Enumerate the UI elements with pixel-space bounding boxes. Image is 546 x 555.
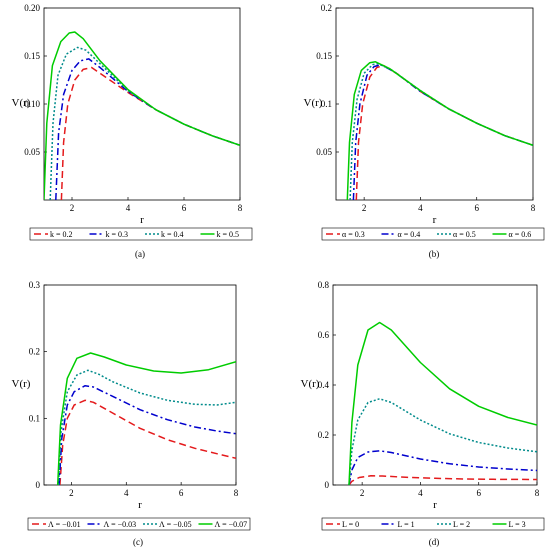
x-tick-label: 6 bbox=[474, 203, 479, 213]
legend-entry: k = 0.5 bbox=[217, 230, 240, 239]
x-tick-label: 6 bbox=[182, 203, 187, 213]
series-line-1 bbox=[348, 475, 537, 485]
y-tick-label: 0.2 bbox=[321, 3, 332, 13]
y-tick-label: 0.05 bbox=[24, 147, 40, 157]
legend: Λ = −0.01 Λ = −0.03 Λ = −0.05 Λ = −0.07 bbox=[27, 517, 251, 531]
series-line-1 bbox=[59, 399, 236, 485]
x-tick-label: 6 bbox=[476, 488, 481, 498]
y-tick-label: 0.1 bbox=[29, 413, 40, 423]
plot-frame bbox=[43, 7, 241, 201]
x-tick-label: 2 bbox=[69, 488, 74, 498]
plot-frame bbox=[335, 7, 534, 201]
x-axis-label: r bbox=[433, 214, 437, 226]
legend-entry: L = 2 bbox=[453, 520, 470, 529]
y-tick-label: 0.6 bbox=[318, 330, 330, 340]
y-tick-label: 0.15 bbox=[24, 51, 40, 61]
x-tick-label: 2 bbox=[362, 203, 367, 213]
legend-entry: α = 0.4 bbox=[398, 230, 421, 239]
series-line-4 bbox=[346, 61, 533, 200]
y-tick-label: 0.1 bbox=[321, 99, 332, 109]
y-tick-label: 0.10 bbox=[24, 99, 40, 109]
legend-entry: k = 0.2 bbox=[50, 230, 73, 239]
y-tick-label: 0.3 bbox=[29, 280, 41, 290]
x-axis-label: r bbox=[138, 499, 142, 511]
y-axis-label: V(r) bbox=[301, 378, 320, 390]
legend-box bbox=[29, 227, 253, 241]
y-tick-label: 0.2 bbox=[318, 430, 329, 440]
series-line-3 bbox=[49, 46, 240, 200]
legend-entry: Λ = −0.01 bbox=[48, 520, 81, 529]
y-axis-label: V(r) bbox=[12, 378, 31, 390]
legend-entry: k = 0.4 bbox=[161, 230, 184, 239]
legend: L = 0 L = 1 L = 2 L = 3 bbox=[321, 517, 545, 531]
legend-entry: L = 0 bbox=[342, 520, 359, 529]
y-axis-label: V(r) bbox=[304, 97, 323, 109]
y-tick-label: 0.05 bbox=[316, 147, 332, 157]
x-tick-label: 2 bbox=[70, 203, 75, 213]
legend-entry: Λ = −0.03 bbox=[104, 520, 137, 529]
legend-entry: α = 0.3 bbox=[342, 230, 365, 239]
y-tick-label: 0.2 bbox=[29, 347, 40, 357]
x-tick-label: 2 bbox=[360, 488, 365, 498]
series-line-3 bbox=[348, 398, 537, 485]
legend: α = 0.3 α = 0.4 α = 0.5 α = 0.6 bbox=[321, 227, 545, 241]
plot-frame bbox=[43, 284, 237, 486]
x-axis-label: r bbox=[140, 214, 144, 226]
series-line-4 bbox=[348, 321, 537, 485]
x-axis-label: r bbox=[433, 499, 437, 511]
series-line-3 bbox=[57, 369, 236, 485]
chart-panel-c: 2 4 6 800.10.20.3rV(r)Λ = −0.01 Λ = −0.03 Λ =… bbox=[12, 280, 251, 547]
series-line-4 bbox=[44, 31, 240, 200]
y-tick-label: 0.4 bbox=[318, 380, 330, 390]
legend-box bbox=[27, 517, 251, 531]
x-tick-label: 8 bbox=[238, 203, 243, 213]
panel-caption: (b) bbox=[429, 249, 440, 259]
legend-entry: α = 0.6 bbox=[509, 230, 532, 239]
legend-entry: α = 0.5 bbox=[453, 230, 476, 239]
panel-caption: (c) bbox=[133, 537, 143, 547]
x-tick-label: 4 bbox=[418, 203, 423, 213]
y-tick-label: 0.20 bbox=[24, 3, 40, 13]
panel-caption: (a) bbox=[135, 249, 145, 259]
series-line-4 bbox=[56, 352, 236, 485]
x-tick-label: 8 bbox=[234, 488, 239, 498]
series-line-2 bbox=[348, 450, 537, 485]
series-line-2 bbox=[58, 384, 236, 485]
y-tick-label: 0.8 bbox=[318, 280, 330, 290]
series-line-3 bbox=[349, 62, 533, 200]
x-tick-label: 4 bbox=[126, 203, 131, 213]
y-tick-label: 0 bbox=[325, 480, 330, 490]
x-tick-label: 8 bbox=[535, 488, 540, 498]
chart-panel-b: 2 4 6 80.050.10.150.2rV(r)α = 0.3 α = 0.4 α =… bbox=[304, 3, 545, 259]
legend-entry: L = 3 bbox=[509, 520, 526, 529]
x-tick-label: 8 bbox=[531, 203, 536, 213]
x-tick-label: 6 bbox=[179, 488, 184, 498]
x-tick-label: 4 bbox=[124, 488, 129, 498]
series-line-1 bbox=[60, 66, 240, 200]
series-line-2 bbox=[352, 63, 533, 200]
x-tick-label: 4 bbox=[418, 488, 423, 498]
series-line-1 bbox=[355, 64, 533, 200]
legend-box bbox=[321, 227, 545, 241]
legend-entry: k = 0.3 bbox=[106, 230, 129, 239]
y-axis-label: V(r) bbox=[12, 97, 31, 109]
legend-entry: L = 1 bbox=[398, 520, 415, 529]
legend-box bbox=[321, 517, 545, 531]
y-tick-label: 0.15 bbox=[316, 51, 332, 61]
panel-caption: (d) bbox=[429, 537, 440, 547]
legend-entry: Λ = −0.07 bbox=[215, 520, 248, 529]
y-tick-label: 0 bbox=[36, 480, 41, 490]
legend-entry: Λ = −0.05 bbox=[159, 520, 192, 529]
series-line-2 bbox=[55, 58, 240, 200]
legend: k = 0.2 k = 0.3 k = 0.4 k = 0.5 bbox=[29, 227, 253, 241]
